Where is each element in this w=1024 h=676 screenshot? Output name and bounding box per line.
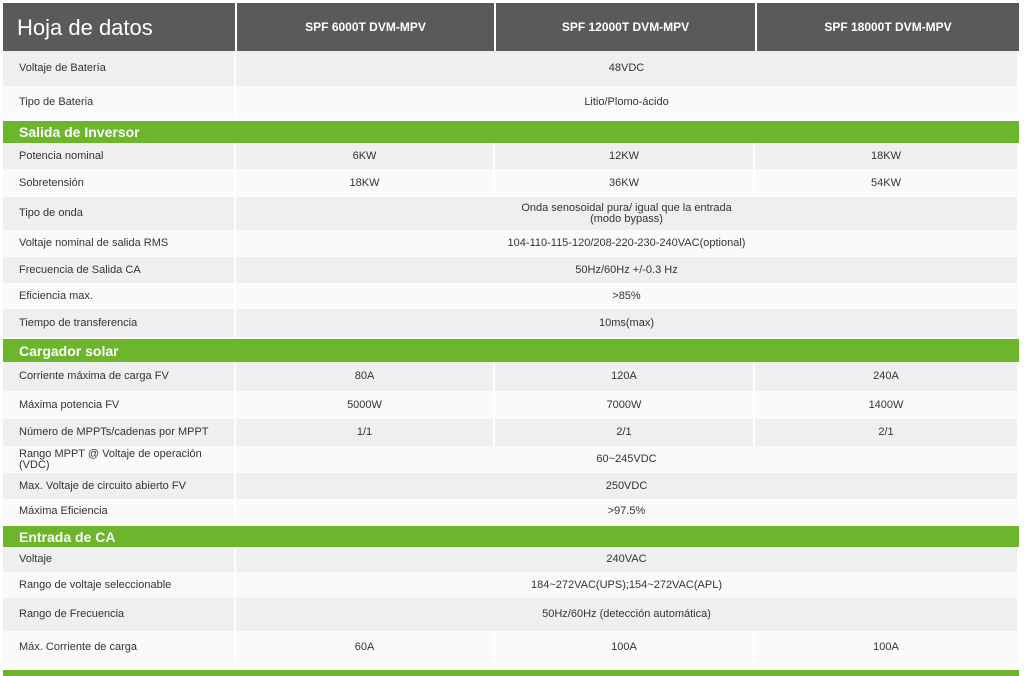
row-value: Onda senosoidal pura/ igual que la entra… [236, 197, 1019, 230]
table-row: Sobretensión 18KW 36KW 54KW [3, 169, 1019, 197]
row-label: Tipo de onda [3, 197, 236, 230]
row-value: 5000W [236, 391, 495, 419]
row-label: Tipo de Bateria [3, 86, 236, 119]
sheet-title: Hoja de datos [3, 3, 235, 51]
table-row: Rango MPPT @ Voltaje de operación (VDC) 6… [3, 446, 1019, 473]
row-value: 104-110-115-120/208-220-230-240VAC(optio… [236, 230, 1019, 257]
row-value: 36KW [495, 169, 755, 197]
table-row: Eficiencia max. >85% [3, 283, 1019, 309]
row-value: 240A [755, 362, 1019, 391]
row-value: 1/1 [236, 419, 495, 446]
row-value: 60A [236, 631, 495, 664]
row-value: 80A [236, 362, 495, 391]
section-header: Cargador solar [3, 339, 1019, 362]
row-value: 240VAC [236, 547, 1019, 572]
table-row: Corriente máxima de carga FV 80A 120A 240A [3, 362, 1019, 391]
section-header: Entrada de CA [3, 526, 1019, 547]
row-label: Voltaje de Batería [3, 51, 236, 86]
row-value: 100A [755, 631, 1019, 664]
table-row: Frecuencia de Salida CA 50Hz/60Hz +/-0.3 … [3, 257, 1019, 283]
table-row: Rango de voltaje seleccionable 184~272VAC… [3, 572, 1019, 598]
row-value: 60~245VDC [236, 446, 1019, 473]
row-label: Voltaje nominal de salida RMS [3, 230, 236, 257]
row-value: 2/1 [755, 419, 1019, 446]
row-label: Max. Voltaje de circuito abierto FV [3, 473, 236, 499]
row-label: Sobretensión [3, 169, 236, 197]
table-row: Máxima Eficiencia >97.5% [3, 499, 1019, 524]
row-label: Rango de Frecuencia [3, 598, 236, 631]
section-header: Salida de Inversor [3, 121, 1019, 143]
row-value: 50Hz/60Hz +/-0.3 Hz [236, 257, 1019, 283]
row-value: 120A [495, 362, 755, 391]
row-label: Rango de voltaje seleccionable [3, 572, 236, 598]
table-row: Voltaje nominal de salida RMS 104-110-115… [3, 230, 1019, 257]
table-row: Voltaje de Batería 48VDC [3, 51, 1019, 86]
model-header: SPF 18000T DVM-MPV [757, 3, 1019, 51]
row-label: Corriente máxima de carga FV [3, 362, 236, 391]
table-row: Tipo de Bateria Litio/Plomo-ácido [3, 86, 1019, 119]
row-label: Eficiencia max. [3, 283, 236, 309]
table-row: Tiempo de transferencia 10ms(max) [3, 309, 1019, 337]
row-label: Máx. Corriente de carga [3, 631, 236, 664]
row-value: 2/1 [495, 419, 755, 446]
datasheet-table: Hoja de datos SPF 6000T DVM-MPV SPF 1200… [3, 3, 1019, 664]
row-label: Potencia nominal [3, 143, 236, 169]
footer-bar [3, 670, 1019, 676]
row-value: 50Hz/60Hz (detección automática) [236, 598, 1019, 631]
row-value: 48VDC [236, 51, 1019, 86]
row-value: 10ms(max) [236, 309, 1019, 337]
row-value: 100A [495, 631, 755, 664]
row-value: 54KW [755, 169, 1019, 197]
row-label: Máxima potencia FV [3, 391, 236, 419]
row-value: 18KW [236, 169, 495, 197]
table-row: Voltaje 240VAC [3, 547, 1019, 572]
table-row: Rango de Frecuencia 50Hz/60Hz (detección … [3, 598, 1019, 631]
row-value: 250VDC [236, 473, 1019, 499]
row-label: Rango MPPT @ Voltaje de operación (VDC) [3, 446, 236, 473]
table-row: Tipo de onda Onda senosoidal pura/ igual … [3, 197, 1019, 230]
row-value: Litio/Plomo-ácido [236, 86, 1019, 119]
row-label: Máxima Eficiencia [3, 499, 236, 524]
table-row: Potencia nominal 6KW 12KW 18KW [3, 143, 1019, 169]
model-header: SPF 12000T DVM-MPV [496, 3, 755, 51]
model-header: SPF 6000T DVM-MPV [237, 3, 494, 51]
row-label: Frecuencia de Salida CA [3, 257, 236, 283]
row-label: Número de MPPTs/cadenas por MPPT [3, 419, 236, 446]
row-value: >97.5% [236, 499, 1019, 524]
row-value: 7000W [495, 391, 755, 419]
table-row: Máxima potencia FV 5000W 7000W 1400W [3, 391, 1019, 419]
row-value: 1400W [755, 391, 1019, 419]
row-value: 184~272VAC(UPS);154~272VAC(APL) [236, 572, 1019, 598]
table-header: Hoja de datos SPF 6000T DVM-MPV SPF 1200… [3, 3, 1019, 51]
table-row: Max. Voltaje de circuito abierto FV 250VD… [3, 473, 1019, 499]
table-row: Número de MPPTs/cadenas por MPPT 1/1 2/1 2/… [3, 419, 1019, 446]
row-value: 12KW [495, 143, 755, 169]
row-value: 6KW [236, 143, 495, 169]
row-label: Tiempo de transferencia [3, 309, 236, 337]
row-value: >85% [236, 283, 1019, 309]
row-label: Voltaje [3, 547, 236, 572]
table-row: Máx. Corriente de carga 60A 100A 100A [3, 631, 1019, 664]
row-value: 18KW [755, 143, 1019, 169]
